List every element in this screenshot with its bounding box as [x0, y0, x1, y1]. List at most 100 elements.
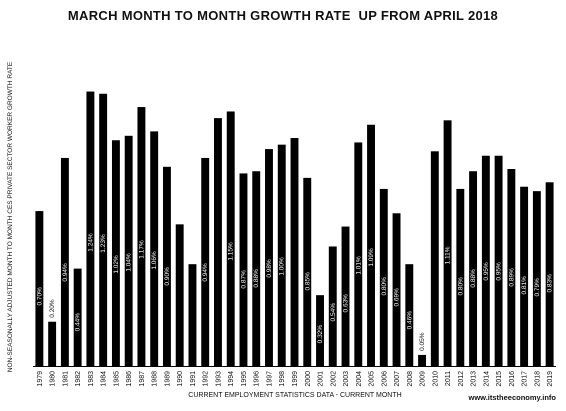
tick-label-1986: 1986 [126, 371, 133, 387]
tick-label-1991: 1991 [190, 371, 197, 387]
bar-1989 [162, 166, 171, 366]
bar-label-2002: 0.54% [330, 303, 337, 322]
tick-label-2019: 2019 [547, 371, 554, 387]
bar-2002 [328, 246, 337, 366]
tick-label-1989: 1989 [164, 371, 171, 387]
bar-1999 [290, 138, 299, 366]
bar-1995 [239, 173, 248, 366]
bar-1979 [35, 211, 44, 366]
bar-label-2001: 0.32% [317, 325, 324, 344]
bar-2000 [303, 177, 312, 366]
bar-2009 [418, 354, 427, 366]
bar-1988 [150, 131, 159, 366]
bar-1992 [201, 157, 210, 366]
tick-label-2008: 2008 [407, 371, 414, 387]
bar-1980 [48, 321, 57, 366]
bar-2010 [430, 151, 439, 366]
bar-1984 [99, 93, 108, 366]
bar-label-1989: 0.90% [164, 267, 171, 286]
bar-1985 [111, 140, 120, 366]
bar-2001 [316, 295, 324, 366]
y-axis-label: NON-SEASONALLY ADJUSTED MONTH TO MONTH C… [7, 61, 14, 372]
bar-2013 [469, 171, 478, 366]
bar-label-1988: 1.06% [151, 251, 158, 270]
tick-label-1982: 1982 [75, 371, 82, 387]
bar-label-2004: 1.01% [355, 256, 362, 275]
bar-1990 [175, 224, 184, 366]
tick-label-2017: 2017 [522, 371, 529, 387]
bar-2017 [520, 186, 529, 366]
tick-label-2009: 2009 [420, 371, 427, 387]
tick-label-2002: 2002 [330, 371, 337, 387]
tick-label-2015: 2015 [496, 371, 503, 387]
tick-label-1994: 1994 [228, 371, 235, 387]
bar-label-2003: 0.63% [343, 294, 350, 313]
bar-label-2007: 0.69% [394, 288, 401, 307]
bar-label-2008: 0.46% [406, 311, 413, 330]
tick-label-1985: 1985 [113, 371, 120, 387]
bar-label-1983: 1.24% [87, 233, 94, 252]
bar-label-1986: 1.04% [126, 253, 133, 272]
bar-label-1981: 0.94% [62, 263, 69, 282]
bar-1994 [226, 111, 235, 366]
bar-1987 [137, 107, 146, 366]
tick-label-1980: 1980 [50, 371, 57, 387]
bar-2012 [456, 188, 465, 366]
tick-label-2016: 2016 [509, 371, 516, 387]
tick-label-1983: 1983 [88, 371, 95, 387]
bar-label-1985: 1.02% [113, 255, 120, 274]
tick-label-1992: 1992 [203, 371, 210, 387]
bar-label-2000: 0.85% [304, 272, 311, 291]
tick-label-2005: 2005 [369, 371, 376, 387]
tick-label-1996: 1996 [254, 371, 261, 387]
bar-2006 [379, 188, 388, 366]
bar-2011 [443, 120, 452, 366]
tick-label-1990: 1990 [177, 371, 184, 387]
bar-label-2015: 0.95% [496, 262, 503, 281]
bar-2004 [354, 142, 363, 366]
bar-2015 [494, 155, 503, 366]
bar-2016 [507, 169, 516, 366]
bar-1998 [277, 144, 286, 366]
tick-label-2018: 2018 [534, 371, 541, 387]
bar-1983 [86, 91, 95, 367]
bar-label-2013: 0.88% [470, 269, 477, 288]
bar-1986 [124, 135, 133, 366]
tick-label-1993: 1993 [215, 371, 222, 387]
bar-label-1994: 1.15% [228, 242, 235, 261]
bar-1982 [73, 268, 82, 366]
bar-label-2005: 1.09% [368, 248, 375, 267]
bar-2019 [545, 182, 554, 366]
bar-label-1997: 0.98% [266, 259, 273, 278]
tick-label-1981: 1981 [62, 371, 69, 387]
bar-label-2014: 0.95% [483, 262, 490, 281]
bar-label-1987: 1.17% [138, 240, 145, 259]
tick-label-2004: 2004 [356, 371, 363, 387]
bar-1981 [60, 157, 69, 366]
tick-label-1988: 1988 [152, 371, 159, 387]
bar-1997 [265, 149, 273, 366]
tick-label-2006: 2006 [381, 371, 388, 387]
bar-1996 [252, 171, 261, 366]
tick-label-2013: 2013 [471, 371, 478, 387]
tick-label-2003: 2003 [343, 371, 350, 387]
bar-2008 [405, 264, 414, 366]
bar-2018 [532, 191, 541, 366]
bar-label-1980: 0.20% [49, 299, 56, 318]
bar-2003 [341, 226, 350, 366]
chart-title: MARCH MONTH TO MONTH GROWTH RATE UP FROM… [67, 8, 499, 23]
bar-label-1995: 0.87% [240, 270, 247, 289]
bar-label-2009: 0.05% [419, 332, 426, 351]
tick-label-2011: 2011 [445, 371, 452, 386]
bars-layer [35, 91, 554, 367]
tick-label-2012: 2012 [458, 371, 465, 387]
bar-1993 [214, 118, 222, 366]
tick-label-1999: 1999 [292, 371, 299, 387]
tick-label-2010: 2010 [432, 371, 439, 387]
bar-label-2017: 0.81% [521, 276, 528, 295]
tick-label-1995: 1995 [241, 371, 248, 387]
tick-label-2000: 2000 [305, 371, 312, 387]
tick-label-1998: 1998 [279, 371, 286, 387]
tick-label-1997: 1997 [266, 371, 273, 387]
